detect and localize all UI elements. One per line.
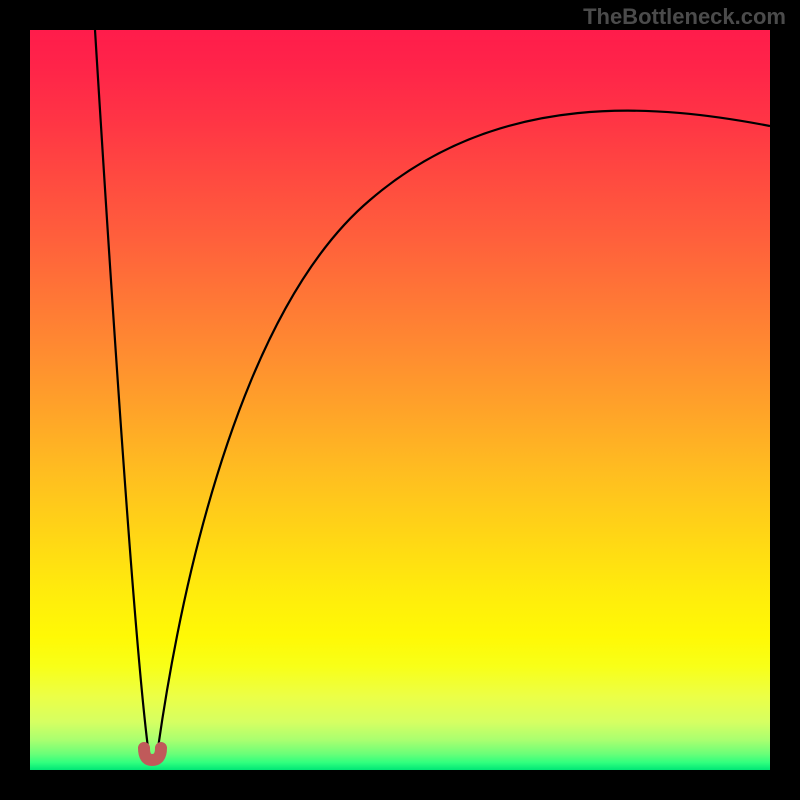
curve-right-branch — [158, 111, 770, 748]
watermark-text: TheBottleneck.com — [583, 4, 786, 30]
valley-marker — [144, 748, 161, 760]
curve-left-branch — [95, 30, 148, 748]
chart-outer-frame: TheBottleneck.com — [0, 0, 800, 800]
curve-layer — [30, 30, 770, 770]
plot-area — [30, 30, 770, 770]
